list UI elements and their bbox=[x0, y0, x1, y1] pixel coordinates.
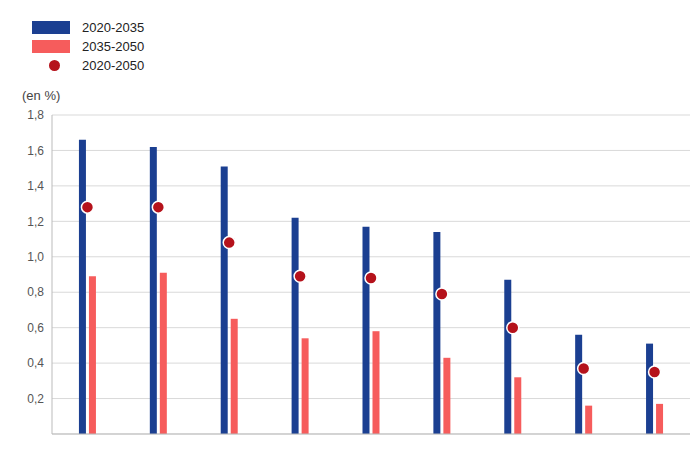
svg-text:0,2: 0,2 bbox=[27, 392, 44, 406]
svg-text:1,6: 1,6 bbox=[27, 144, 44, 158]
svg-text:0,4: 0,4 bbox=[27, 356, 44, 370]
svg-text:1,0: 1,0 bbox=[27, 250, 44, 264]
html-text:2020-2035: 2020-2035 bbox=[82, 20, 145, 35]
svg-text:1,4: 1,4 bbox=[27, 179, 44, 193]
html-text:2020-2050: 2020-2050 bbox=[82, 58, 145, 73]
svg-text:1,2: 1,2 bbox=[27, 215, 44, 229]
svg-text:0,8: 0,8 bbox=[27, 285, 44, 299]
svg-text:0,6: 0,6 bbox=[27, 321, 44, 335]
html-text:2035-2050: 2035-2050 bbox=[82, 39, 145, 54]
svg-text:1,8: 1,8 bbox=[27, 108, 44, 122]
html-text:(en %): (en %) bbox=[22, 88, 61, 103]
